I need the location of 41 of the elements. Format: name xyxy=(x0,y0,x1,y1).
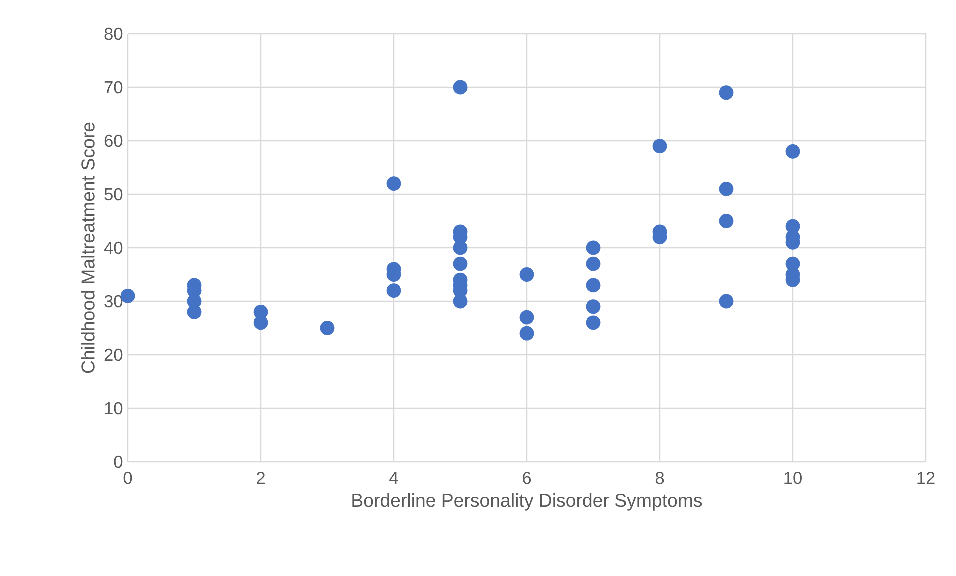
point xyxy=(719,214,734,228)
y-tick-label: 70 xyxy=(104,81,123,94)
y-tick-label: 0 xyxy=(114,456,123,468)
x-tick-label: 12 xyxy=(918,472,935,484)
y-tick-label: 40 xyxy=(104,242,123,254)
point xyxy=(586,256,601,272)
point xyxy=(586,300,601,314)
y-axis-title: Childhood Maltreatment Score xyxy=(81,122,95,374)
x-tick-label: 6 xyxy=(523,472,532,484)
point xyxy=(719,182,734,196)
point xyxy=(719,86,734,100)
point xyxy=(453,80,468,95)
point xyxy=(586,240,601,256)
y-tick-label: 80 xyxy=(104,28,123,40)
point xyxy=(719,294,734,309)
x-tick-label: 4 xyxy=(390,472,398,484)
point xyxy=(652,139,668,154)
point xyxy=(453,240,468,256)
x-axis-title: Borderline Personality Disorder Symptoms xyxy=(352,493,702,511)
point xyxy=(386,176,402,192)
y-tick-label: 50 xyxy=(104,188,123,201)
y-tick-label: 10 xyxy=(105,402,123,415)
point xyxy=(586,316,601,330)
point xyxy=(254,316,268,330)
point xyxy=(453,256,468,272)
point xyxy=(520,268,534,282)
point xyxy=(453,294,468,309)
y-tick-label: 60 xyxy=(104,134,123,148)
y-tick-label: 30 xyxy=(104,295,123,308)
x-tick-label: 10 xyxy=(784,472,802,484)
point xyxy=(586,278,601,293)
x-tick-label: 0 xyxy=(124,472,132,484)
point xyxy=(520,310,534,325)
point xyxy=(520,326,534,341)
point xyxy=(320,321,335,336)
x-tick-label: 8 xyxy=(656,472,664,484)
y-tick-label: 20 xyxy=(104,348,123,362)
x-tick-label: 2 xyxy=(257,472,265,484)
point xyxy=(786,144,800,159)
point xyxy=(386,284,402,298)
point xyxy=(187,305,202,320)
